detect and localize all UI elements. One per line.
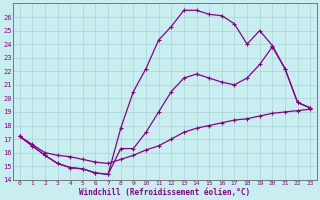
X-axis label: Windchill (Refroidissement éolien,°C): Windchill (Refroidissement éolien,°C) <box>79 188 251 197</box>
